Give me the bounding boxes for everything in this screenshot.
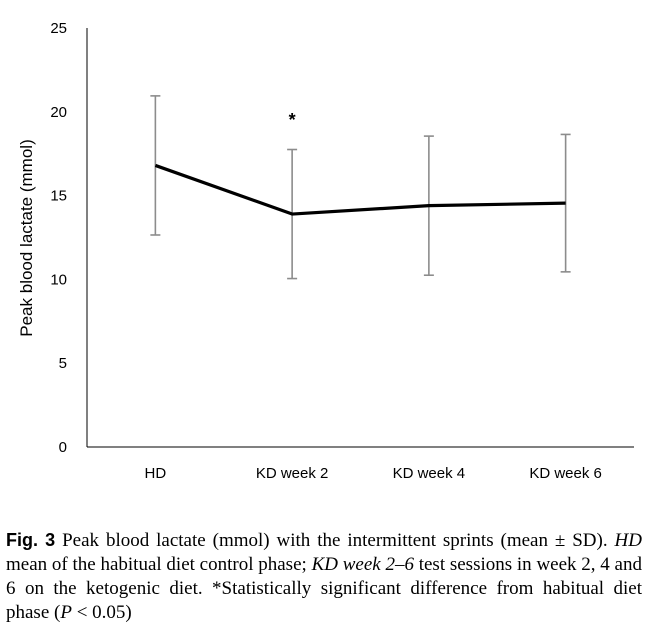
- y-tick-label: 5: [59, 355, 67, 372]
- y-axis: 0 5 10 15 20 25: [50, 20, 88, 456]
- caption-p-symbol: P: [60, 602, 72, 623]
- y-tick-label: 20: [50, 104, 67, 121]
- figure-caption: Fig. 3 Peak blood lactate (mmol) with th…: [6, 528, 642, 625]
- x-tick-label: KD week 6: [529, 465, 602, 482]
- caption-text-4: < 0.05): [71, 602, 132, 623]
- caption-hd-abbrev: HD: [614, 530, 642, 551]
- y-tick-label: 15: [50, 188, 67, 205]
- figure-number: Fig. 3: [6, 530, 56, 550]
- caption-text-2: mean of the habitual diet control phase;: [6, 554, 312, 575]
- y-axis-label: Peak blood lactate (mmol): [17, 139, 36, 336]
- y-tick-label: 25: [50, 20, 67, 37]
- data-series: [154, 163, 566, 216]
- x-axis: HD KD week 2 KD week 4 KD week 6: [87, 446, 634, 482]
- caption-text-3: test sessions in week 2, 4 and 6 on the …: [6, 554, 642, 623]
- y-tick-label: 0: [59, 439, 67, 456]
- lactate-line-chart: 0 5 10 15 20 25 HD KD week 2 KD week 4 KD week 6…: [17, 20, 634, 482]
- y-tick-label: 10: [50, 271, 67, 288]
- x-tick-label: HD: [145, 465, 167, 482]
- caption-kd-abbrev: KD week 2–6: [311, 554, 414, 575]
- caption-text-1: Peak blood lactate (mmol) with the inter…: [55, 530, 615, 551]
- x-tick-label: KD week 4: [393, 465, 466, 482]
- series-line: [154, 163, 566, 216]
- annotations: *: [289, 110, 296, 130]
- x-tick-label: KD week 2: [256, 465, 329, 482]
- significance-marker: *: [289, 110, 296, 130]
